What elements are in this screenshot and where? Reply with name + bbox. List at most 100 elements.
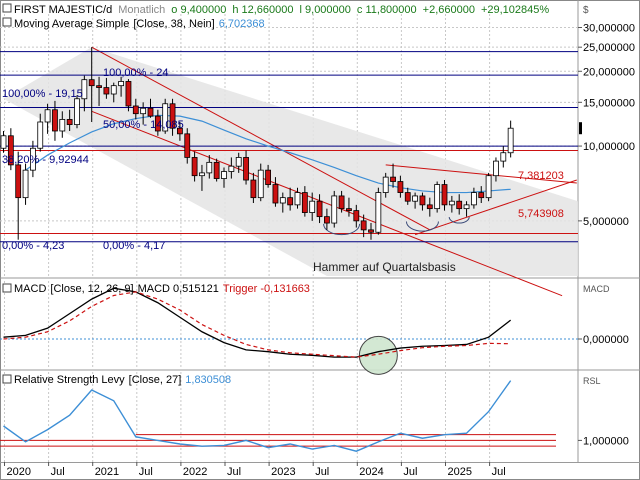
candle-up bbox=[463, 204, 470, 210]
pattern-label: Hammer auf Quartalsbasis bbox=[313, 260, 456, 274]
macd-legend-params: [Close, 12, 26, 9] bbox=[50, 283, 133, 295]
candle-up bbox=[294, 192, 301, 206]
candle-up bbox=[0, 135, 7, 149]
symbol-label: FIRST MAJESTIC/d bbox=[14, 4, 112, 16]
x-tick-label: Jul bbox=[403, 466, 417, 478]
candle-down bbox=[323, 216, 330, 224]
y-tick-label: 15,000000 bbox=[583, 97, 635, 109]
open-label: o 9,400000 bbox=[171, 4, 226, 16]
x-tick-label: 2025 bbox=[448, 466, 472, 478]
fib-label-50: 50,00% - 14,085 bbox=[103, 119, 184, 131]
candle-down bbox=[125, 81, 132, 107]
candle-down bbox=[191, 157, 198, 177]
rsl-line bbox=[3, 380, 512, 452]
candle-up bbox=[257, 169, 264, 199]
x-tick-label: 2020 bbox=[7, 466, 31, 478]
ma-swatch-icon bbox=[2, 17, 12, 27]
candle-down bbox=[316, 200, 323, 218]
y-tick-label: 30,000000 bbox=[583, 23, 635, 35]
fib-label-0-left: 0,00% - 4,23 bbox=[2, 240, 64, 252]
candle-up bbox=[59, 119, 66, 132]
macd-trigger-line bbox=[3, 291, 511, 358]
ma-legend-value: 6,702368 bbox=[219, 18, 265, 30]
candle-down bbox=[426, 204, 433, 210]
y-tick-label: 10,000000 bbox=[583, 141, 635, 153]
channel-upper-line bbox=[91, 46, 431, 231]
candle-down bbox=[15, 164, 22, 199]
high-label: h 12,660000 bbox=[232, 4, 293, 16]
fib-label-100-left: 100,00% - 19,15 bbox=[2, 88, 83, 100]
candle-up bbox=[162, 103, 169, 132]
candle-up bbox=[44, 109, 51, 123]
macd-legend-trigger: Trigger -0,131663 bbox=[223, 283, 310, 295]
candle-down bbox=[301, 192, 308, 213]
candles-group bbox=[0, 47, 514, 240]
x-tick-label: 2023 bbox=[271, 466, 295, 478]
candle-up bbox=[110, 85, 117, 95]
candle-up bbox=[507, 127, 514, 154]
fib-label-382: 38,20% - 9,92944 bbox=[2, 154, 89, 166]
candle-down bbox=[346, 208, 352, 211]
candle-down bbox=[419, 195, 426, 206]
series-swatch-icon bbox=[2, 3, 12, 13]
candle-up bbox=[29, 147, 36, 171]
candle-up bbox=[206, 161, 213, 174]
rsl-legend-params: [Close, 27] bbox=[129, 374, 182, 386]
candle-down bbox=[265, 169, 272, 185]
y-tick-label: 20,000000 bbox=[583, 66, 635, 78]
hammer-arc bbox=[323, 223, 361, 236]
candle-down bbox=[397, 181, 404, 193]
candle-up bbox=[22, 169, 29, 199]
candle-up bbox=[199, 172, 205, 177]
candle-down bbox=[154, 115, 161, 132]
rsl-axis-title: RSL bbox=[583, 376, 601, 386]
macd-tick-label: 0,000000 bbox=[583, 334, 629, 346]
candle-down bbox=[184, 133, 191, 158]
channel-group bbox=[3, 46, 578, 297]
candle-down bbox=[360, 220, 367, 231]
candle-up bbox=[140, 107, 147, 115]
candle-down bbox=[96, 85, 102, 88]
ma-legend-params: [Close, 38, Nein] bbox=[133, 18, 214, 30]
chart-header: FIRST MAJESTIC/d Monatlich o 9,400000 h 12,… bbox=[2, 3, 549, 16]
candle-down bbox=[176, 127, 183, 135]
macd-legend-label: MACD bbox=[14, 283, 46, 295]
x-tick-label: 2021 bbox=[95, 466, 119, 478]
last-price-marker bbox=[579, 122, 582, 135]
rsl-swatch-icon bbox=[2, 374, 12, 384]
level-label-lower: 5,743908 bbox=[518, 208, 564, 220]
candle-down bbox=[147, 107, 154, 117]
candle-down bbox=[353, 210, 360, 222]
channel-lower-line bbox=[91, 110, 563, 297]
candle-down bbox=[390, 176, 396, 182]
close-label: c 11,800000 bbox=[357, 4, 417, 16]
rsl-tick-label: 1,000000 bbox=[583, 435, 629, 447]
candle-up bbox=[118, 81, 124, 87]
candle-down bbox=[456, 200, 463, 210]
candle-up bbox=[331, 195, 338, 224]
candle-up bbox=[448, 200, 455, 206]
candle-up bbox=[74, 98, 80, 126]
candle-up bbox=[235, 157, 242, 167]
candle-down bbox=[52, 109, 58, 132]
candle-up bbox=[375, 192, 382, 233]
currency-icon: $ bbox=[583, 5, 589, 16]
candle-up bbox=[493, 160, 499, 177]
fib-label-0: 0,00% - 4,17 bbox=[103, 240, 165, 252]
candle-down bbox=[243, 157, 249, 181]
candle-down bbox=[88, 79, 95, 87]
rsl-legend-label: Relative Strength Levy bbox=[14, 374, 125, 386]
moving-average-line bbox=[25, 114, 511, 194]
candle-down bbox=[338, 195, 345, 210]
candle-down bbox=[213, 161, 220, 179]
macd-axis-title: MACD bbox=[583, 284, 610, 294]
channel-fill bbox=[3, 47, 578, 276]
macd-legend-value: MACD 0,515121 bbox=[138, 283, 219, 295]
candle-up bbox=[37, 121, 44, 149]
candle-down bbox=[404, 192, 411, 202]
candle-up bbox=[382, 176, 389, 193]
low-label: l 9,000000 bbox=[300, 4, 351, 16]
candle-down bbox=[287, 197, 294, 206]
candle-up bbox=[221, 171, 227, 179]
